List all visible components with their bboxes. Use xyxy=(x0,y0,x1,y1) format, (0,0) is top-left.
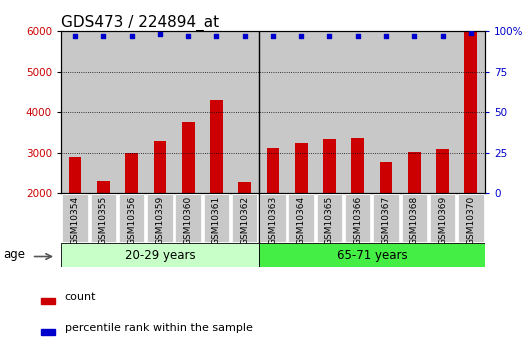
Text: age: age xyxy=(3,248,25,260)
Bar xyxy=(154,141,166,193)
Text: 65-71 years: 65-71 years xyxy=(337,249,407,262)
Bar xyxy=(457,31,485,193)
Bar xyxy=(436,149,449,193)
Bar xyxy=(125,152,138,193)
Bar xyxy=(315,31,343,193)
Text: GSM10362: GSM10362 xyxy=(240,196,249,245)
Bar xyxy=(259,31,287,193)
FancyBboxPatch shape xyxy=(232,194,258,242)
Point xyxy=(466,30,475,36)
Text: GSM10366: GSM10366 xyxy=(354,196,362,245)
Bar xyxy=(343,31,372,193)
Text: GSM10359: GSM10359 xyxy=(155,196,164,245)
Bar xyxy=(118,31,146,193)
Bar xyxy=(41,298,55,304)
Point xyxy=(184,33,192,39)
Bar xyxy=(238,182,251,193)
Text: count: count xyxy=(65,292,96,302)
Point xyxy=(71,33,80,39)
Point xyxy=(269,33,277,39)
FancyBboxPatch shape xyxy=(147,194,173,242)
Bar xyxy=(202,31,231,193)
Bar xyxy=(69,157,82,193)
Text: GSM10370: GSM10370 xyxy=(466,196,475,245)
Text: GSM10369: GSM10369 xyxy=(438,196,447,245)
Bar xyxy=(400,31,428,193)
Text: GSM10363: GSM10363 xyxy=(269,196,277,245)
FancyBboxPatch shape xyxy=(288,194,314,242)
FancyBboxPatch shape xyxy=(402,194,427,242)
Text: GSM10356: GSM10356 xyxy=(127,196,136,245)
Bar xyxy=(351,138,364,193)
FancyBboxPatch shape xyxy=(430,194,455,242)
Text: GDS473 / 224894_at: GDS473 / 224894_at xyxy=(61,15,219,31)
FancyBboxPatch shape xyxy=(91,194,116,242)
FancyBboxPatch shape xyxy=(260,194,286,242)
FancyBboxPatch shape xyxy=(458,194,483,242)
FancyBboxPatch shape xyxy=(373,194,399,242)
Text: percentile rank within the sample: percentile rank within the sample xyxy=(65,323,253,333)
Text: GSM10360: GSM10360 xyxy=(184,196,192,245)
Point xyxy=(382,33,390,39)
Point xyxy=(99,33,108,39)
Bar xyxy=(267,148,279,193)
FancyBboxPatch shape xyxy=(345,194,370,242)
Text: 20-29 years: 20-29 years xyxy=(125,249,195,262)
Bar xyxy=(379,161,392,193)
Bar xyxy=(97,181,110,193)
Text: GSM10361: GSM10361 xyxy=(212,196,221,245)
Bar xyxy=(210,100,223,193)
Point xyxy=(156,31,164,37)
Bar xyxy=(61,243,259,267)
FancyBboxPatch shape xyxy=(175,194,201,242)
Point xyxy=(410,33,419,39)
Bar xyxy=(41,329,55,335)
Text: GSM10365: GSM10365 xyxy=(325,196,334,245)
Text: GSM10367: GSM10367 xyxy=(382,196,391,245)
Bar xyxy=(323,139,336,193)
FancyBboxPatch shape xyxy=(63,194,88,242)
Point xyxy=(438,33,447,39)
Bar xyxy=(174,31,202,193)
Bar xyxy=(146,31,174,193)
Bar xyxy=(89,31,118,193)
Text: GSM10364: GSM10364 xyxy=(297,196,306,245)
FancyBboxPatch shape xyxy=(119,194,144,242)
Bar xyxy=(182,122,195,193)
Bar xyxy=(408,152,421,193)
Bar xyxy=(231,31,259,193)
Text: GSM10354: GSM10354 xyxy=(70,196,80,245)
Text: GSM10368: GSM10368 xyxy=(410,196,419,245)
Text: GSM10355: GSM10355 xyxy=(99,196,108,245)
Bar xyxy=(295,143,307,193)
Bar xyxy=(372,31,400,193)
Bar xyxy=(61,31,89,193)
Bar xyxy=(287,31,315,193)
Point xyxy=(325,33,334,39)
Bar xyxy=(259,243,485,267)
Point xyxy=(354,33,362,39)
FancyBboxPatch shape xyxy=(204,194,229,242)
Point xyxy=(212,33,220,39)
FancyBboxPatch shape xyxy=(317,194,342,242)
Point xyxy=(297,33,305,39)
Bar xyxy=(464,31,477,193)
Point xyxy=(241,33,249,39)
Bar xyxy=(428,31,457,193)
Point xyxy=(127,33,136,39)
